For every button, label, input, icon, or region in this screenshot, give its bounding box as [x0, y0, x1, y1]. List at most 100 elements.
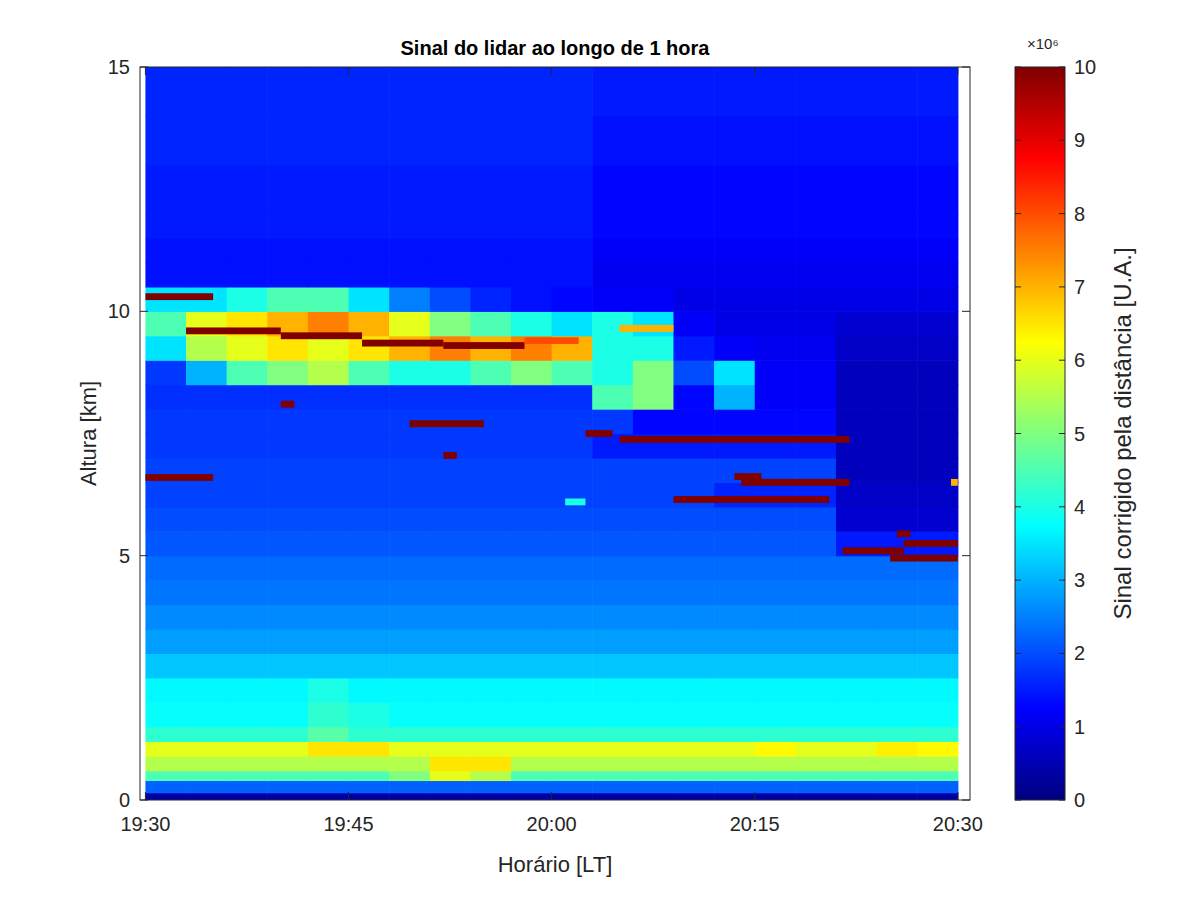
heatmap-cell [186, 434, 227, 459]
heatmap-cell [917, 482, 958, 507]
heatmap-cell [795, 741, 836, 756]
heatmap-cell [633, 507, 674, 532]
heatmap-cell [227, 702, 268, 727]
heatmap-cell [673, 238, 714, 263]
heatmap-cell [145, 678, 186, 703]
heatmap-cell [917, 793, 958, 800]
heatmap-cell [552, 678, 593, 703]
heatmap-cell [470, 780, 511, 793]
heatmap-cell [511, 238, 552, 263]
heatmap-cell [389, 741, 430, 756]
heatmap-cell [349, 507, 390, 532]
heatmap-cell [633, 678, 674, 703]
heatmap-cell [186, 360, 227, 385]
heatmap-cell [470, 556, 511, 581]
heatmap-cell [755, 238, 796, 263]
heatmap-cell [349, 262, 390, 287]
heatmap-cell [267, 67, 308, 116]
heatmap-cell [227, 507, 268, 532]
heatmap-cell [917, 771, 958, 781]
plot-frame [140, 67, 970, 800]
heatmap-cell [917, 580, 958, 605]
heatmap-cell [511, 262, 552, 287]
heatmap-cell [145, 360, 186, 385]
heatmap-cell [470, 727, 511, 742]
heatmap-cell [470, 214, 511, 239]
heatmap-cell [389, 360, 430, 385]
heatmap-cell [349, 793, 390, 800]
heatmap-cell [186, 336, 227, 361]
heatmap-cell [877, 116, 918, 165]
heatmap-cell [389, 531, 430, 556]
heatmap-cell [552, 756, 593, 771]
y-tick-label: 0 [119, 789, 130, 811]
heatmap-cell [673, 741, 714, 756]
heatmap-cell [877, 482, 918, 507]
heatmap-cell [714, 262, 755, 287]
heatmap-cell [470, 605, 511, 630]
heatmap-cell [186, 238, 227, 263]
heatmap-cell [917, 409, 958, 434]
heatmap-cell [186, 409, 227, 434]
heatmap-cell [836, 482, 877, 507]
heatmap-cell [633, 653, 674, 678]
heatmap-cell [389, 771, 430, 781]
heatmap-cell [430, 793, 471, 800]
heatmap-cell [267, 702, 308, 727]
heatmap-cell [511, 702, 552, 727]
heatmap-cell [877, 385, 918, 410]
heatmap-cell [552, 262, 593, 287]
heatmap-cell [389, 238, 430, 263]
heatmap-cell [917, 653, 958, 678]
heatmap-cell [836, 214, 877, 239]
heatmap-cell [267, 605, 308, 630]
heatmap-cell [714, 653, 755, 678]
heatmap-cell [308, 360, 349, 385]
heatmap-cell [755, 385, 796, 410]
heatmap-cell [714, 336, 755, 361]
heatmap-cell [349, 458, 390, 483]
x-tick-label: 19:45 [323, 813, 373, 835]
heatmap-cell [552, 165, 593, 214]
heatmap-cell [349, 360, 390, 385]
heatmap-cell [673, 458, 714, 483]
heatmap-cell [308, 287, 349, 312]
heatmap-cell [673, 165, 714, 214]
colorbar-tick [1059, 433, 1065, 434]
colorbar-tick [1015, 653, 1021, 654]
heatmap-cell [673, 780, 714, 793]
heatmap-cell [633, 780, 674, 793]
heatmap-cell [673, 214, 714, 239]
heatmap-cell [673, 287, 714, 312]
heatmap-cell [308, 531, 349, 556]
heatmap-cell [308, 409, 349, 434]
heatmap-cell [267, 678, 308, 703]
heatmap-cell [145, 653, 186, 678]
heatmap-cell [592, 771, 633, 781]
heatmap-cell [227, 793, 268, 800]
heatmap-cell [755, 507, 796, 532]
thin-layer [585, 430, 612, 437]
heatmap-cell [795, 629, 836, 654]
heatmap-cell [795, 678, 836, 703]
heatmap-cell [349, 214, 390, 239]
heatmap-cell [795, 262, 836, 287]
heatmap-cell [836, 385, 877, 410]
heatmap-cell [836, 116, 877, 165]
heatmap-cell [389, 780, 430, 793]
heatmap-cell [430, 214, 471, 239]
heatmap-cell [267, 116, 308, 165]
heatmap-cell [349, 702, 390, 727]
heatmap-cell [673, 311, 714, 336]
heatmap-cell [755, 531, 796, 556]
colorbar-tick [1059, 286, 1065, 287]
colorbar-tick [1015, 360, 1021, 361]
heatmap-cell [186, 385, 227, 410]
heatmap-cell [673, 629, 714, 654]
heatmap-cell [186, 653, 227, 678]
heatmap-cell [389, 287, 430, 312]
heatmap-cell [308, 678, 349, 703]
heatmap-cell [267, 238, 308, 263]
heatmap-cell [186, 756, 227, 771]
heatmap-cell [552, 702, 593, 727]
